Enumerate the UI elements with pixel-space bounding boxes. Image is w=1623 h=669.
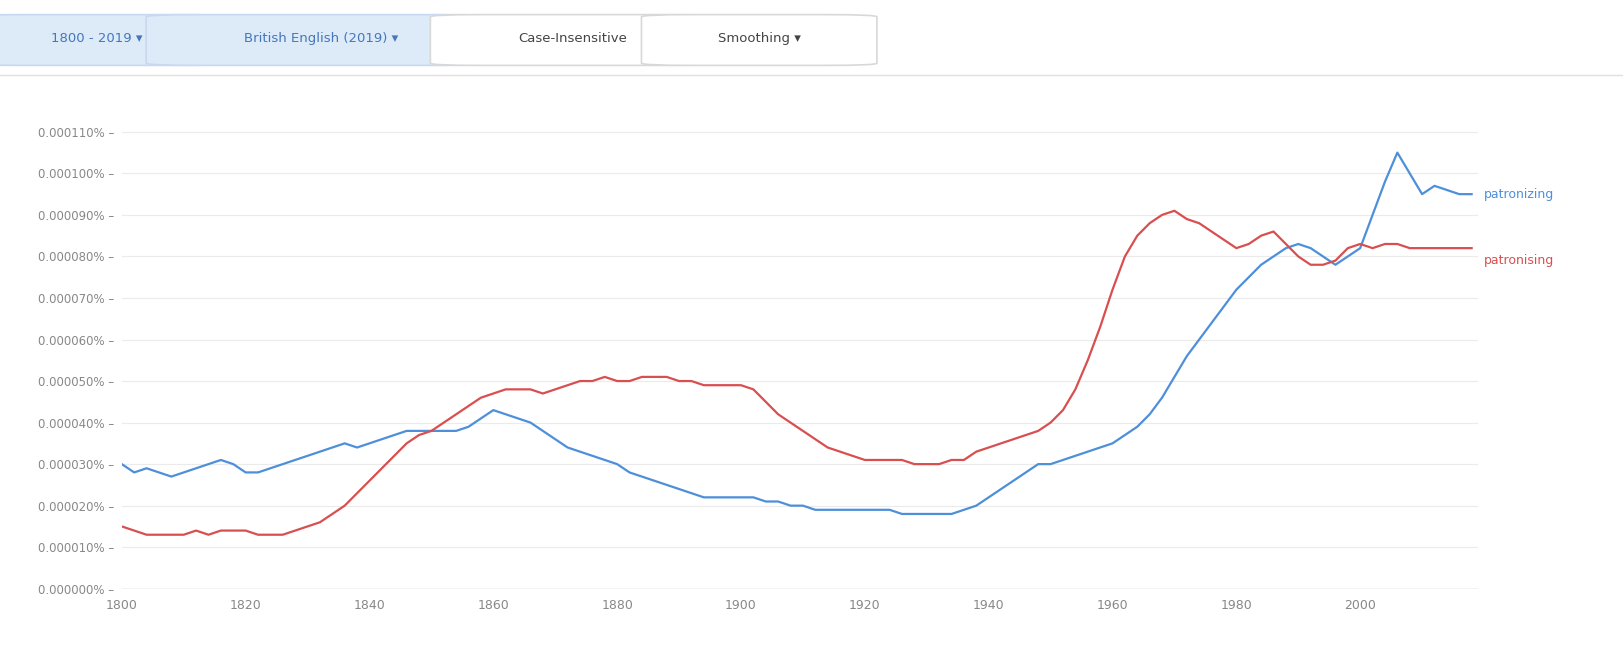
- FancyBboxPatch shape: [146, 15, 495, 66]
- Text: patronising: patronising: [1483, 254, 1553, 267]
- Text: 1800 - 2019 ▾: 1800 - 2019 ▾: [50, 32, 143, 45]
- FancyBboxPatch shape: [430, 15, 714, 66]
- FancyBboxPatch shape: [0, 15, 222, 66]
- Text: patronizing: patronizing: [1483, 187, 1553, 201]
- Text: Case-Insensitive: Case-Insensitive: [518, 32, 626, 45]
- FancyBboxPatch shape: [641, 15, 876, 66]
- Text: Smoothing ▾: Smoothing ▾: [717, 32, 800, 45]
- Text: British English (2019) ▾: British English (2019) ▾: [243, 32, 398, 45]
